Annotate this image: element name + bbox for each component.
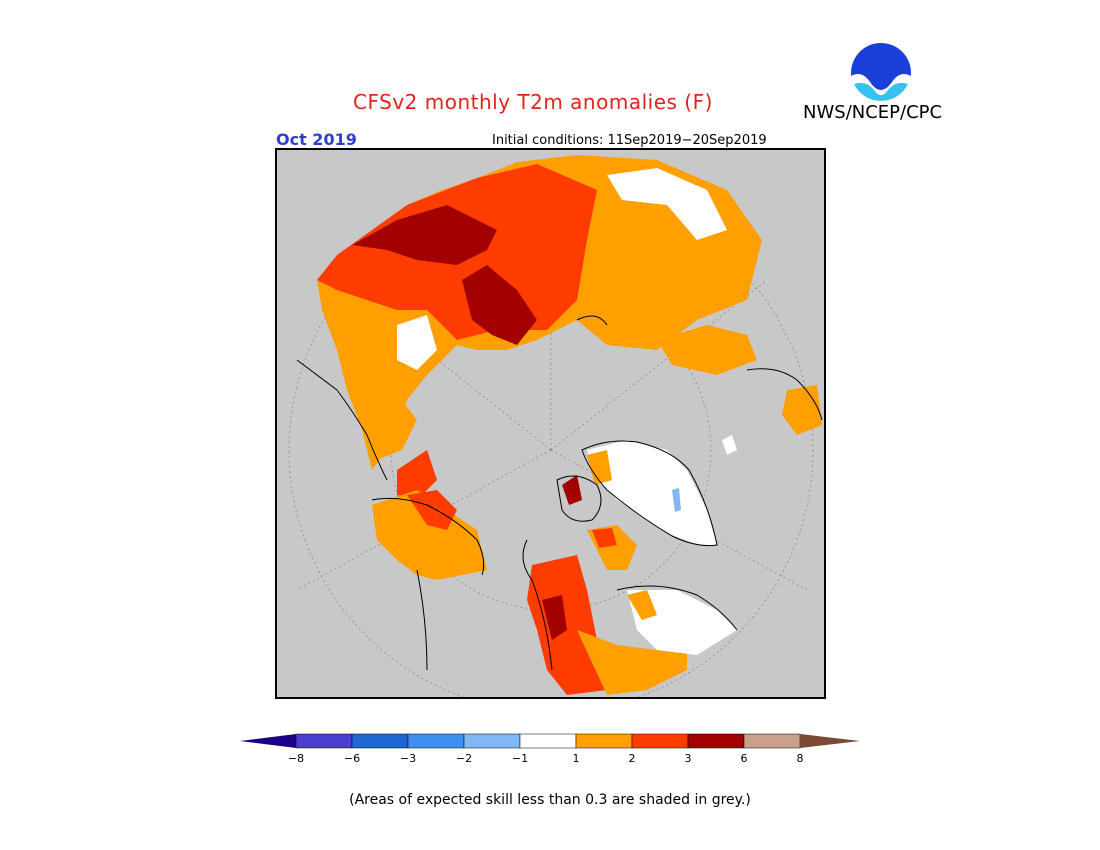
agency-label: NWS/NCEP/CPC bbox=[803, 102, 943, 123]
meridian-line bbox=[336, 279, 552, 451]
noaa-logo-icon bbox=[850, 42, 912, 106]
legend-swatch bbox=[519, 733, 577, 749]
legend-swatch bbox=[631, 733, 689, 749]
legend-tick-label: −6 bbox=[343, 752, 361, 765]
valid-month: Oct 2019 bbox=[276, 130, 357, 149]
legend-swatch bbox=[295, 733, 353, 749]
legend-swatch bbox=[575, 733, 633, 749]
eurasia-anomalies bbox=[317, 155, 822, 500]
legend-tick-label: 8 bbox=[796, 752, 804, 765]
coastlines bbox=[296, 315, 823, 671]
skill-footnote: (Areas of expected skill less than 0.3 a… bbox=[349, 792, 751, 808]
legend-tick-label: −8 bbox=[287, 752, 305, 765]
legend-swatch bbox=[687, 733, 745, 749]
legend-tick-label: 1 bbox=[572, 752, 580, 765]
legend-swatch bbox=[463, 733, 521, 749]
polar-map bbox=[275, 148, 826, 699]
meridian-line bbox=[550, 279, 768, 451]
legend-swatch bbox=[407, 733, 465, 749]
legend-swatch bbox=[743, 733, 801, 749]
legend-tick-label: 3 bbox=[684, 752, 692, 765]
legend-tick-label: −3 bbox=[399, 752, 417, 765]
legend-tick-label: −1 bbox=[511, 752, 529, 765]
legend-arrow-low bbox=[240, 734, 296, 748]
map-canvas bbox=[288, 155, 823, 697]
latitude-circle bbox=[288, 187, 814, 697]
north-america-anomalies bbox=[372, 475, 737, 695]
color-legend bbox=[240, 733, 860, 749]
initial-conditions: Initial conditions: 11Sep2019−20Sep2019 bbox=[492, 133, 767, 148]
legend-tick-label: 6 bbox=[740, 752, 748, 765]
legend-tick-label: 2 bbox=[628, 752, 636, 765]
legend-swatch bbox=[351, 733, 409, 749]
map-title: CFSv2 monthly T2m anomalies (F) bbox=[353, 90, 713, 114]
legend-tick-label: −2 bbox=[455, 752, 473, 765]
greenland-anomalies bbox=[587, 440, 717, 545]
legend-arrow-high bbox=[800, 734, 860, 748]
